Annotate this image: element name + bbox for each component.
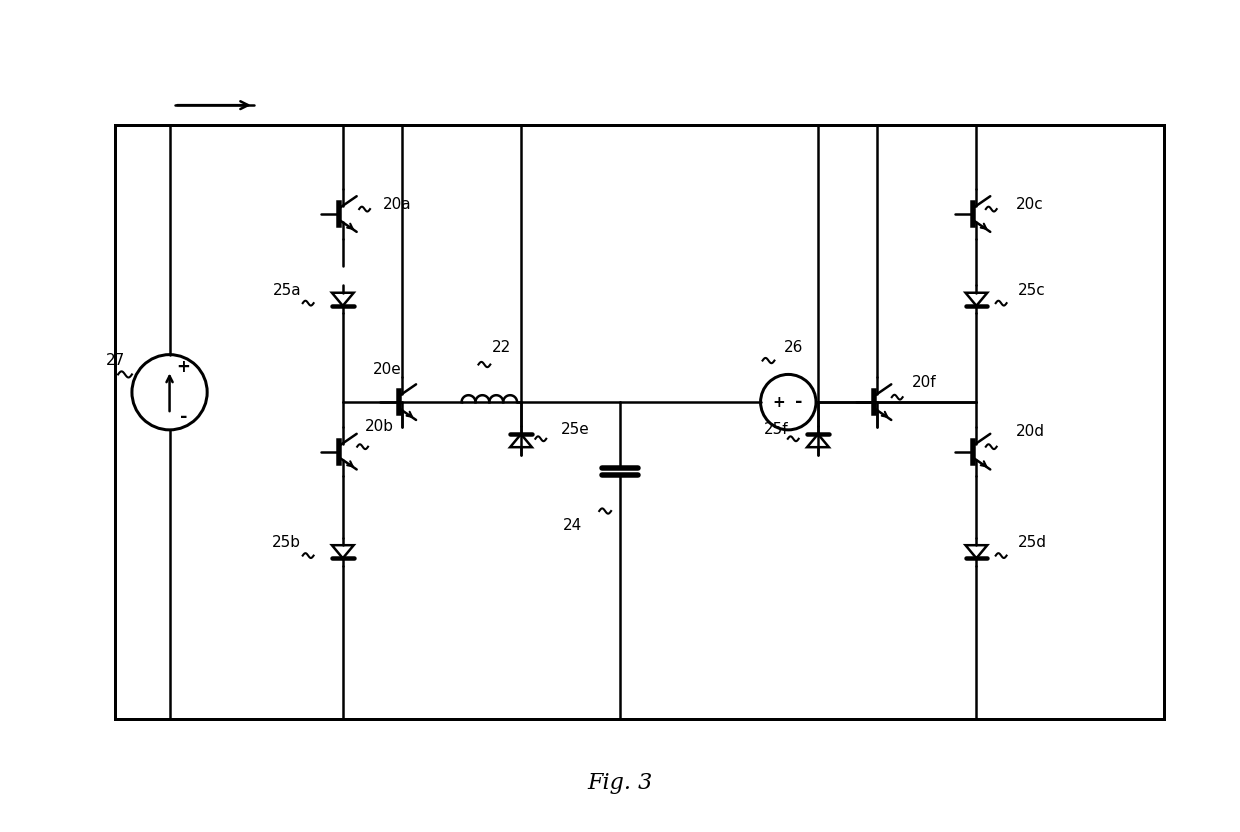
- Text: 22: 22: [491, 340, 511, 355]
- Text: 20f: 20f: [913, 375, 936, 390]
- Text: 20e: 20e: [373, 362, 402, 377]
- Text: 24: 24: [563, 518, 582, 533]
- Text: 20a: 20a: [382, 196, 410, 211]
- Text: -: -: [795, 394, 804, 411]
- Text: 25c: 25c: [1018, 283, 1045, 298]
- Text: 25b: 25b: [273, 535, 301, 550]
- Text: 20d: 20d: [1016, 424, 1045, 439]
- Text: 26: 26: [784, 340, 804, 355]
- Text: Fig. 3: Fig. 3: [588, 772, 652, 795]
- Text: +: +: [773, 394, 785, 409]
- Text: +: +: [176, 359, 191, 377]
- Text: 27: 27: [105, 353, 125, 368]
- Text: 25d: 25d: [1018, 535, 1047, 550]
- Text: 25e: 25e: [560, 423, 589, 438]
- Text: 20c: 20c: [1016, 196, 1044, 211]
- Text: -: -: [180, 408, 187, 426]
- Text: 25f: 25f: [764, 423, 789, 438]
- Text: 25a: 25a: [273, 283, 301, 298]
- Text: 20b: 20b: [365, 419, 393, 434]
